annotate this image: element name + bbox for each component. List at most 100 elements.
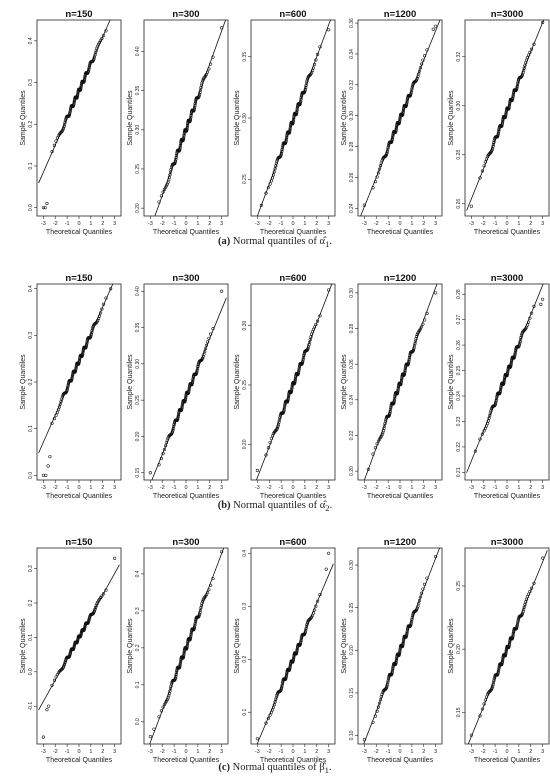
qq-point <box>390 137 394 141</box>
qq-point <box>314 322 318 327</box>
qq-point <box>478 714 482 718</box>
qq-point <box>45 201 49 206</box>
y-tick-label: 0.25 <box>456 581 462 591</box>
qq-point <box>68 111 72 115</box>
qq-point <box>541 297 545 301</box>
qq-point <box>172 423 176 427</box>
y-tick-label: 0.1 <box>135 681 141 688</box>
qq-point <box>511 92 515 96</box>
y-tick-label: 0.0 <box>28 472 34 479</box>
qq-point <box>381 431 385 435</box>
x-tick-label: -3 <box>255 749 260 755</box>
qq-point <box>403 370 407 374</box>
qq-point <box>391 134 395 138</box>
qq-point <box>318 592 322 597</box>
x-tick-label: 2 <box>529 221 532 227</box>
qq-point <box>279 686 284 690</box>
y-axis-label: Sample Quantiles <box>448 618 455 674</box>
y-tick-label: 0.2 <box>242 656 248 663</box>
y-tick-label: 0.0 <box>28 204 34 211</box>
qq-point <box>304 626 308 631</box>
x-axis-label: Theoretical Quantiles <box>153 229 220 236</box>
qq-point <box>62 663 66 668</box>
qq-point <box>299 95 303 99</box>
qq-point <box>480 169 484 173</box>
qq-point <box>89 334 93 338</box>
qq-point <box>298 100 303 105</box>
qq-point <box>407 361 411 365</box>
qq-point <box>62 123 67 127</box>
qq-point <box>163 701 168 705</box>
x-tick-label: -2 <box>267 749 272 755</box>
x-tick-label: -2 <box>267 221 272 227</box>
y-tick-label: 0.30 <box>242 320 248 330</box>
qq-point <box>270 708 275 712</box>
qq-point <box>285 672 289 676</box>
y-tick-label: 0.1 <box>28 162 34 169</box>
qq-point <box>513 351 517 355</box>
qq-point <box>173 676 178 680</box>
qq-point <box>525 56 530 60</box>
qq-point <box>410 617 414 621</box>
qq-point <box>371 452 375 456</box>
qq-point <box>178 143 182 147</box>
qq-point <box>62 124 66 129</box>
qq-point <box>295 109 299 114</box>
qq-point <box>192 626 196 630</box>
qq-point <box>266 446 270 450</box>
y-axis-label: Sample Quantiles <box>234 354 241 410</box>
qq-point <box>410 85 414 89</box>
qq-point <box>94 604 98 608</box>
x-tick-label: 2 <box>101 221 104 227</box>
qq-point <box>279 688 283 692</box>
qq-point <box>61 128 65 132</box>
qq-point <box>280 147 284 152</box>
x-tick-label: -1 <box>279 485 284 491</box>
qq-point <box>274 695 278 699</box>
qq-point <box>182 135 186 139</box>
y-tick-label: 0.30 <box>135 125 141 135</box>
qq-point <box>288 127 292 131</box>
panel-title: n=150 <box>65 537 92 548</box>
qq-point <box>193 104 197 108</box>
qq-point <box>178 147 182 151</box>
qq-point <box>182 653 186 657</box>
qq-point <box>197 94 201 98</box>
qq-point <box>174 672 178 677</box>
x-tick-label: 1 <box>517 749 520 755</box>
y-tick-label: 0.2 <box>135 644 141 651</box>
qq-point <box>390 670 394 674</box>
qq-point <box>171 426 175 431</box>
qq-point <box>113 556 117 560</box>
qq-point <box>327 288 331 292</box>
y-tick-label: 0.4 <box>28 285 34 292</box>
qq-point <box>308 73 312 77</box>
qq-point <box>390 671 394 675</box>
qq-point <box>482 429 486 433</box>
panel-title: n=1200 <box>384 9 417 20</box>
qq-point <box>287 393 291 398</box>
x-tick-label: 3 <box>434 221 437 227</box>
x-tick-label: -2 <box>481 749 486 755</box>
qq-point <box>500 121 504 125</box>
qq-points <box>153 26 224 216</box>
qq-point <box>511 96 515 100</box>
qq-point <box>56 407 61 412</box>
qq-point <box>65 388 69 392</box>
x-axis-label: Theoretical Quantiles <box>367 493 434 500</box>
qq-point <box>420 325 424 329</box>
y-tick-label: 0.22 <box>349 430 355 440</box>
qq-point <box>318 45 322 49</box>
qq-point <box>90 327 95 331</box>
qq-point <box>166 696 170 700</box>
qq-point <box>324 567 328 571</box>
qq-point <box>304 83 308 87</box>
qq-point <box>528 589 532 594</box>
x-tick-label: 2 <box>208 485 211 491</box>
y-tick-label: 0.26 <box>349 172 355 182</box>
qq-point <box>181 401 185 406</box>
qq-point <box>291 120 295 124</box>
qq-point <box>284 139 288 143</box>
qq-point <box>102 302 106 306</box>
qq-point <box>209 583 213 587</box>
